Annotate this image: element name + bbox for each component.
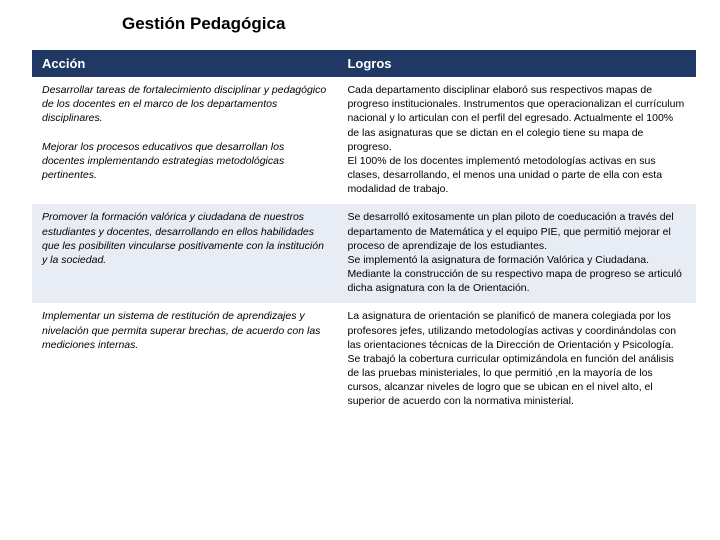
page-title: Gestión Pedagógica: [122, 14, 696, 34]
accion-text: Implementar un sistema de restitución de…: [42, 309, 327, 352]
page: Gestión Pedagógica Acción Logros Desarro…: [0, 0, 720, 425]
accion-text: Desarrollar tareas de fortalecimiento di…: [42, 83, 327, 126]
header-accion: Acción: [32, 50, 337, 77]
content-table: Acción Logros Desarrollar tareas de fort…: [32, 50, 696, 417]
table-row: Implementar un sistema de restitución de…: [32, 303, 696, 416]
table-row: Desarrollar tareas de fortalecimiento di…: [32, 77, 696, 204]
cell-logros: La asignatura de orientación se planific…: [337, 303, 696, 416]
cell-logros: Se desarrolló exitosamente un plan pilot…: [337, 204, 696, 303]
accion-text: Mejorar los procesos educativos que desa…: [42, 140, 327, 183]
cell-accion: Desarrollar tareas de fortalecimiento di…: [32, 77, 337, 204]
cell-logros: Cada departamento disciplinar elaboró su…: [337, 77, 696, 204]
cell-accion: Promover la formación valórica y ciudada…: [32, 204, 337, 303]
cell-accion: Implementar un sistema de restitución de…: [32, 303, 337, 416]
header-logros: Logros: [337, 50, 696, 77]
accion-text: Promover la formación valórica y ciudada…: [42, 210, 327, 267]
table-row: Promover la formación valórica y ciudada…: [32, 204, 696, 303]
table-header-row: Acción Logros: [32, 50, 696, 77]
